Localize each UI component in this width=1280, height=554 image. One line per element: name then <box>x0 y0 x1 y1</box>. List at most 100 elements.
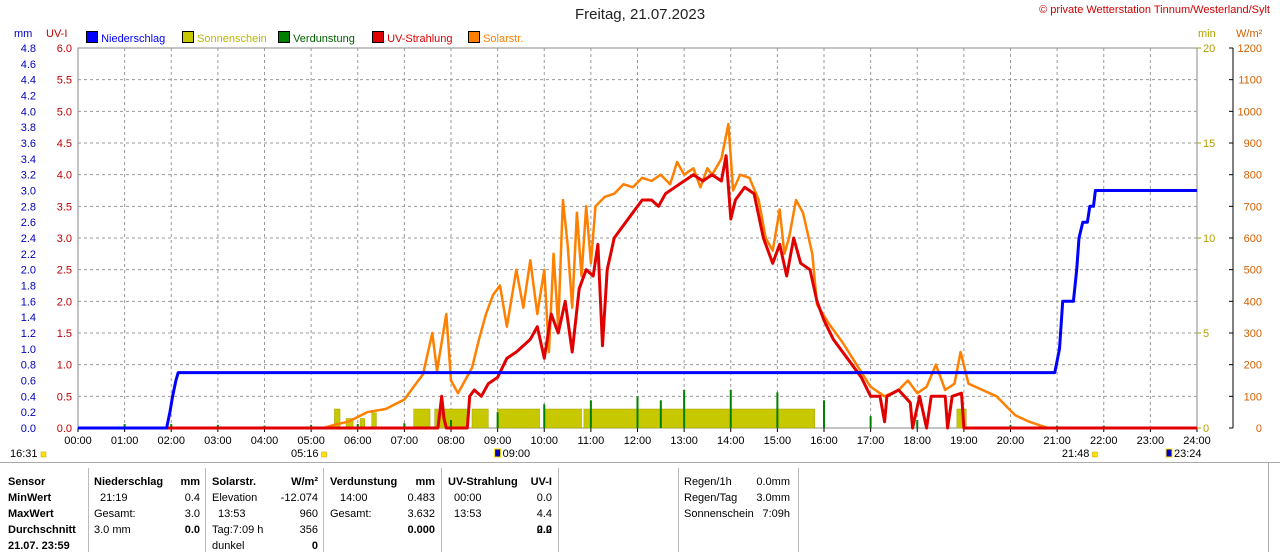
mm-tick-label: 3.8 <box>21 122 36 134</box>
uvi-tick-label: 5.0 <box>57 106 72 118</box>
col-sep <box>558 468 559 552</box>
mm-tick-label: 2.6 <box>21 217 36 229</box>
sunshine-bar <box>414 409 430 428</box>
x-tick-label: 15:00 <box>764 435 792 447</box>
marker-time-label: 09:00 <box>503 448 531 460</box>
col-sep <box>441 468 442 552</box>
cell: 0.4 <box>185 490 200 506</box>
row-label: MinWert <box>8 490 76 506</box>
cell: 00:00 <box>448 492 482 504</box>
mm-tick-label: 2.8 <box>21 201 36 213</box>
daylight-start-label: 16:31 <box>10 448 38 460</box>
uvi-tick-label: 5.5 <box>57 75 72 87</box>
wm2-tick-label: 600 <box>1244 233 1262 245</box>
wm2-tick-label: 400 <box>1244 296 1262 308</box>
cell: 21:19 <box>94 492 128 504</box>
row-label: MaxWert <box>8 506 76 522</box>
mm-tick-label: 4.6 <box>21 59 36 71</box>
wm2-tick-label: 1200 <box>1238 43 1262 55</box>
x-tick-label: 24:00 <box>1183 435 1211 447</box>
col-head: Verdunstung <box>330 476 397 488</box>
mm-tick-label: 3.0 <box>21 186 36 198</box>
cell: 0.0 <box>185 522 200 538</box>
summary-border <box>678 468 799 552</box>
x-tick-label: 18:00 <box>903 435 931 447</box>
cell: Tag:7:09 h <box>212 524 263 536</box>
x-tick-label: 17:00 <box>857 435 885 447</box>
uvi-tick-label: 6.0 <box>57 43 72 55</box>
x-tick-label: 12:00 <box>624 435 652 447</box>
cell: 0.0 <box>537 522 552 538</box>
row-label: Sensor <box>8 474 76 490</box>
sun-marker-icon <box>322 452 327 457</box>
x-tick-label: 02:00 <box>157 435 185 447</box>
x-tick-label: 23:00 <box>1137 435 1165 447</box>
sun-marker-icon <box>1092 452 1097 457</box>
min-tick-label: 20 <box>1203 43 1215 55</box>
wm2-tick-label: 300 <box>1244 328 1262 340</box>
uvi-tick-label: 4.5 <box>57 138 72 150</box>
cell: 4.4 <box>537 506 552 522</box>
mm-tick-label: 4.8 <box>21 43 36 55</box>
col-head: UV-Strahlung <box>448 476 518 488</box>
min-tick-label: 15 <box>1203 138 1215 150</box>
mm-tick-label: 1.2 <box>21 328 36 340</box>
mm-tick-label: 1.8 <box>21 281 36 293</box>
min-tick-label: 10 <box>1203 233 1215 245</box>
sunshine-bar <box>584 409 815 428</box>
x-tick-label: 19:00 <box>950 435 978 447</box>
col-head: Solarstr. <box>212 476 256 488</box>
x-tick-label: 01:00 <box>111 435 139 447</box>
mm-tick-label: 1.0 <box>21 344 36 356</box>
x-tick-label: 16:00 <box>810 435 838 447</box>
wm2-tick-label: 1000 <box>1238 106 1262 118</box>
marker-time-label: 23:24 <box>1174 448 1202 460</box>
right-divider <box>1268 463 1269 552</box>
stats-label-column: Sensor MinWert MaxWert Durchschnitt 21.0… <box>8 474 76 554</box>
cell: 13:53 <box>448 508 482 520</box>
x-tick-label: 07:00 <box>391 435 419 447</box>
uvi-tick-label: 3.0 <box>57 233 72 245</box>
x-tick-label: 20:00 <box>997 435 1025 447</box>
sunshine-bar <box>372 413 377 428</box>
row-label: Durchschnitt <box>8 522 76 538</box>
wm2-tick-label: 900 <box>1244 138 1262 150</box>
x-tick-label: 21:00 <box>1043 435 1071 447</box>
x-tick-label: 11:00 <box>578 435 605 447</box>
wm2-tick-label: 200 <box>1244 360 1262 372</box>
wm2-tick-label: 800 <box>1244 170 1262 182</box>
x-tick-label: 13:00 <box>670 435 698 447</box>
col-unit: W/m² <box>291 474 318 490</box>
uvi-tick-label: 2.0 <box>57 296 72 308</box>
marker-time-label: 21:48 <box>1062 448 1090 460</box>
x-tick-label: 08:00 <box>437 435 465 447</box>
cell: 14:00 <box>330 492 368 504</box>
mm-tick-label: 2.2 <box>21 249 36 261</box>
cell: Gesamt: <box>94 508 136 520</box>
uvi-tick-label: 1.0 <box>57 360 72 372</box>
min-tick-label: 0 <box>1203 423 1209 435</box>
cell: 3.0 <box>185 506 200 522</box>
cell: 0.483 <box>407 490 435 506</box>
sunshine-bar <box>472 409 488 428</box>
wm2-tick-label: 1100 <box>1238 75 1262 87</box>
uvi-tick-label: 0.5 <box>57 391 72 403</box>
wm2-tick-label: 700 <box>1244 201 1262 213</box>
sun-marker-icon <box>41 452 46 457</box>
wm2-tick-label: 0 <box>1256 423 1262 435</box>
x-tick-label: 06:00 <box>344 435 372 447</box>
wm2-tick-label: 100 <box>1244 391 1262 403</box>
uvi-tick-label: 3.5 <box>57 201 72 213</box>
x-tick-label: 09:00 <box>484 435 512 447</box>
col-unit: mm <box>415 474 435 490</box>
marker-time-label: 05:16 <box>291 448 319 460</box>
x-tick-label: 00:00 <box>64 435 92 447</box>
cell: dunkel <box>212 540 244 552</box>
cell: Elevation <box>212 492 257 504</box>
cell: -12.074 <box>281 490 318 506</box>
x-tick-label: 03:00 <box>204 435 232 447</box>
x-tick-label: 22:00 <box>1090 435 1118 447</box>
